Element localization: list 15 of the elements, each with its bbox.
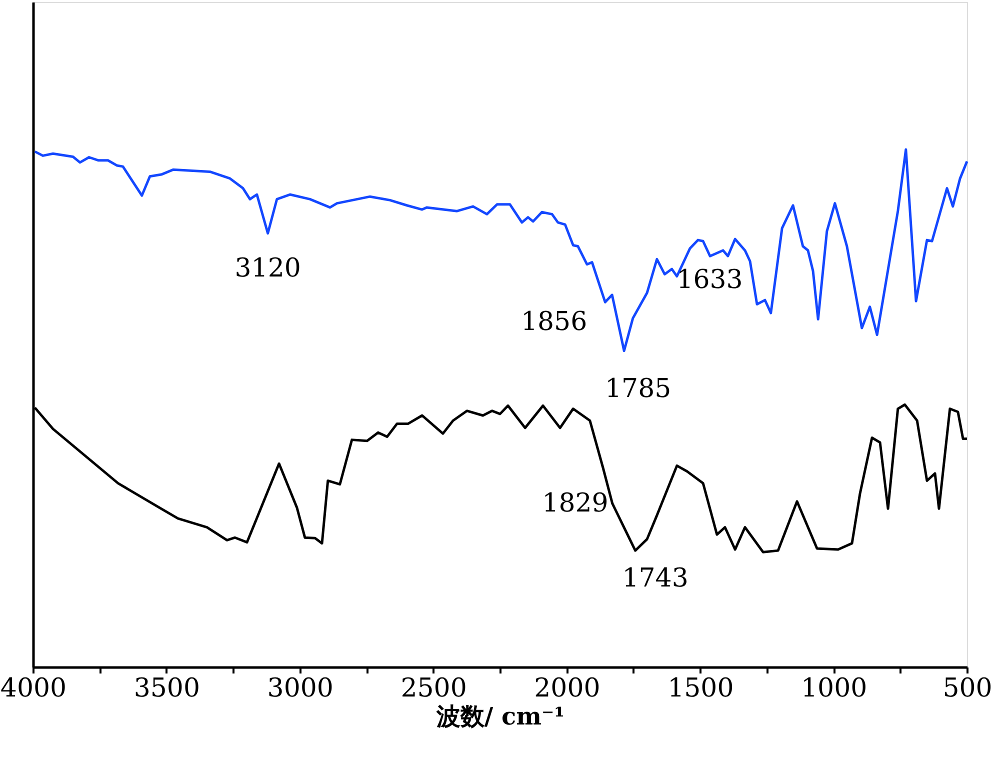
annotation: 1785 [605, 374, 672, 404]
annotation: 1743 [622, 564, 688, 594]
annotation: 1633 [676, 265, 743, 296]
annotation: 1856 [520, 307, 588, 338]
x-tick-label: 4000 [0, 674, 67, 704]
x-tick-label: 2000 [534, 674, 600, 704]
x-tick-label: 1000 [800, 674, 868, 704]
x-tick-label: 3500 [134, 674, 200, 704]
annotation: 3120 [234, 253, 301, 284]
x-tick-label: 1500 [668, 674, 734, 704]
x-tick-label: 500 [942, 674, 992, 704]
x-tick-label: 2500 [400, 674, 467, 704]
annotation: 1829 [542, 488, 608, 518]
x-tick-label: 3000 [267, 674, 334, 704]
x-axis-title: 波数/ cm⁻¹ [435, 702, 565, 730]
